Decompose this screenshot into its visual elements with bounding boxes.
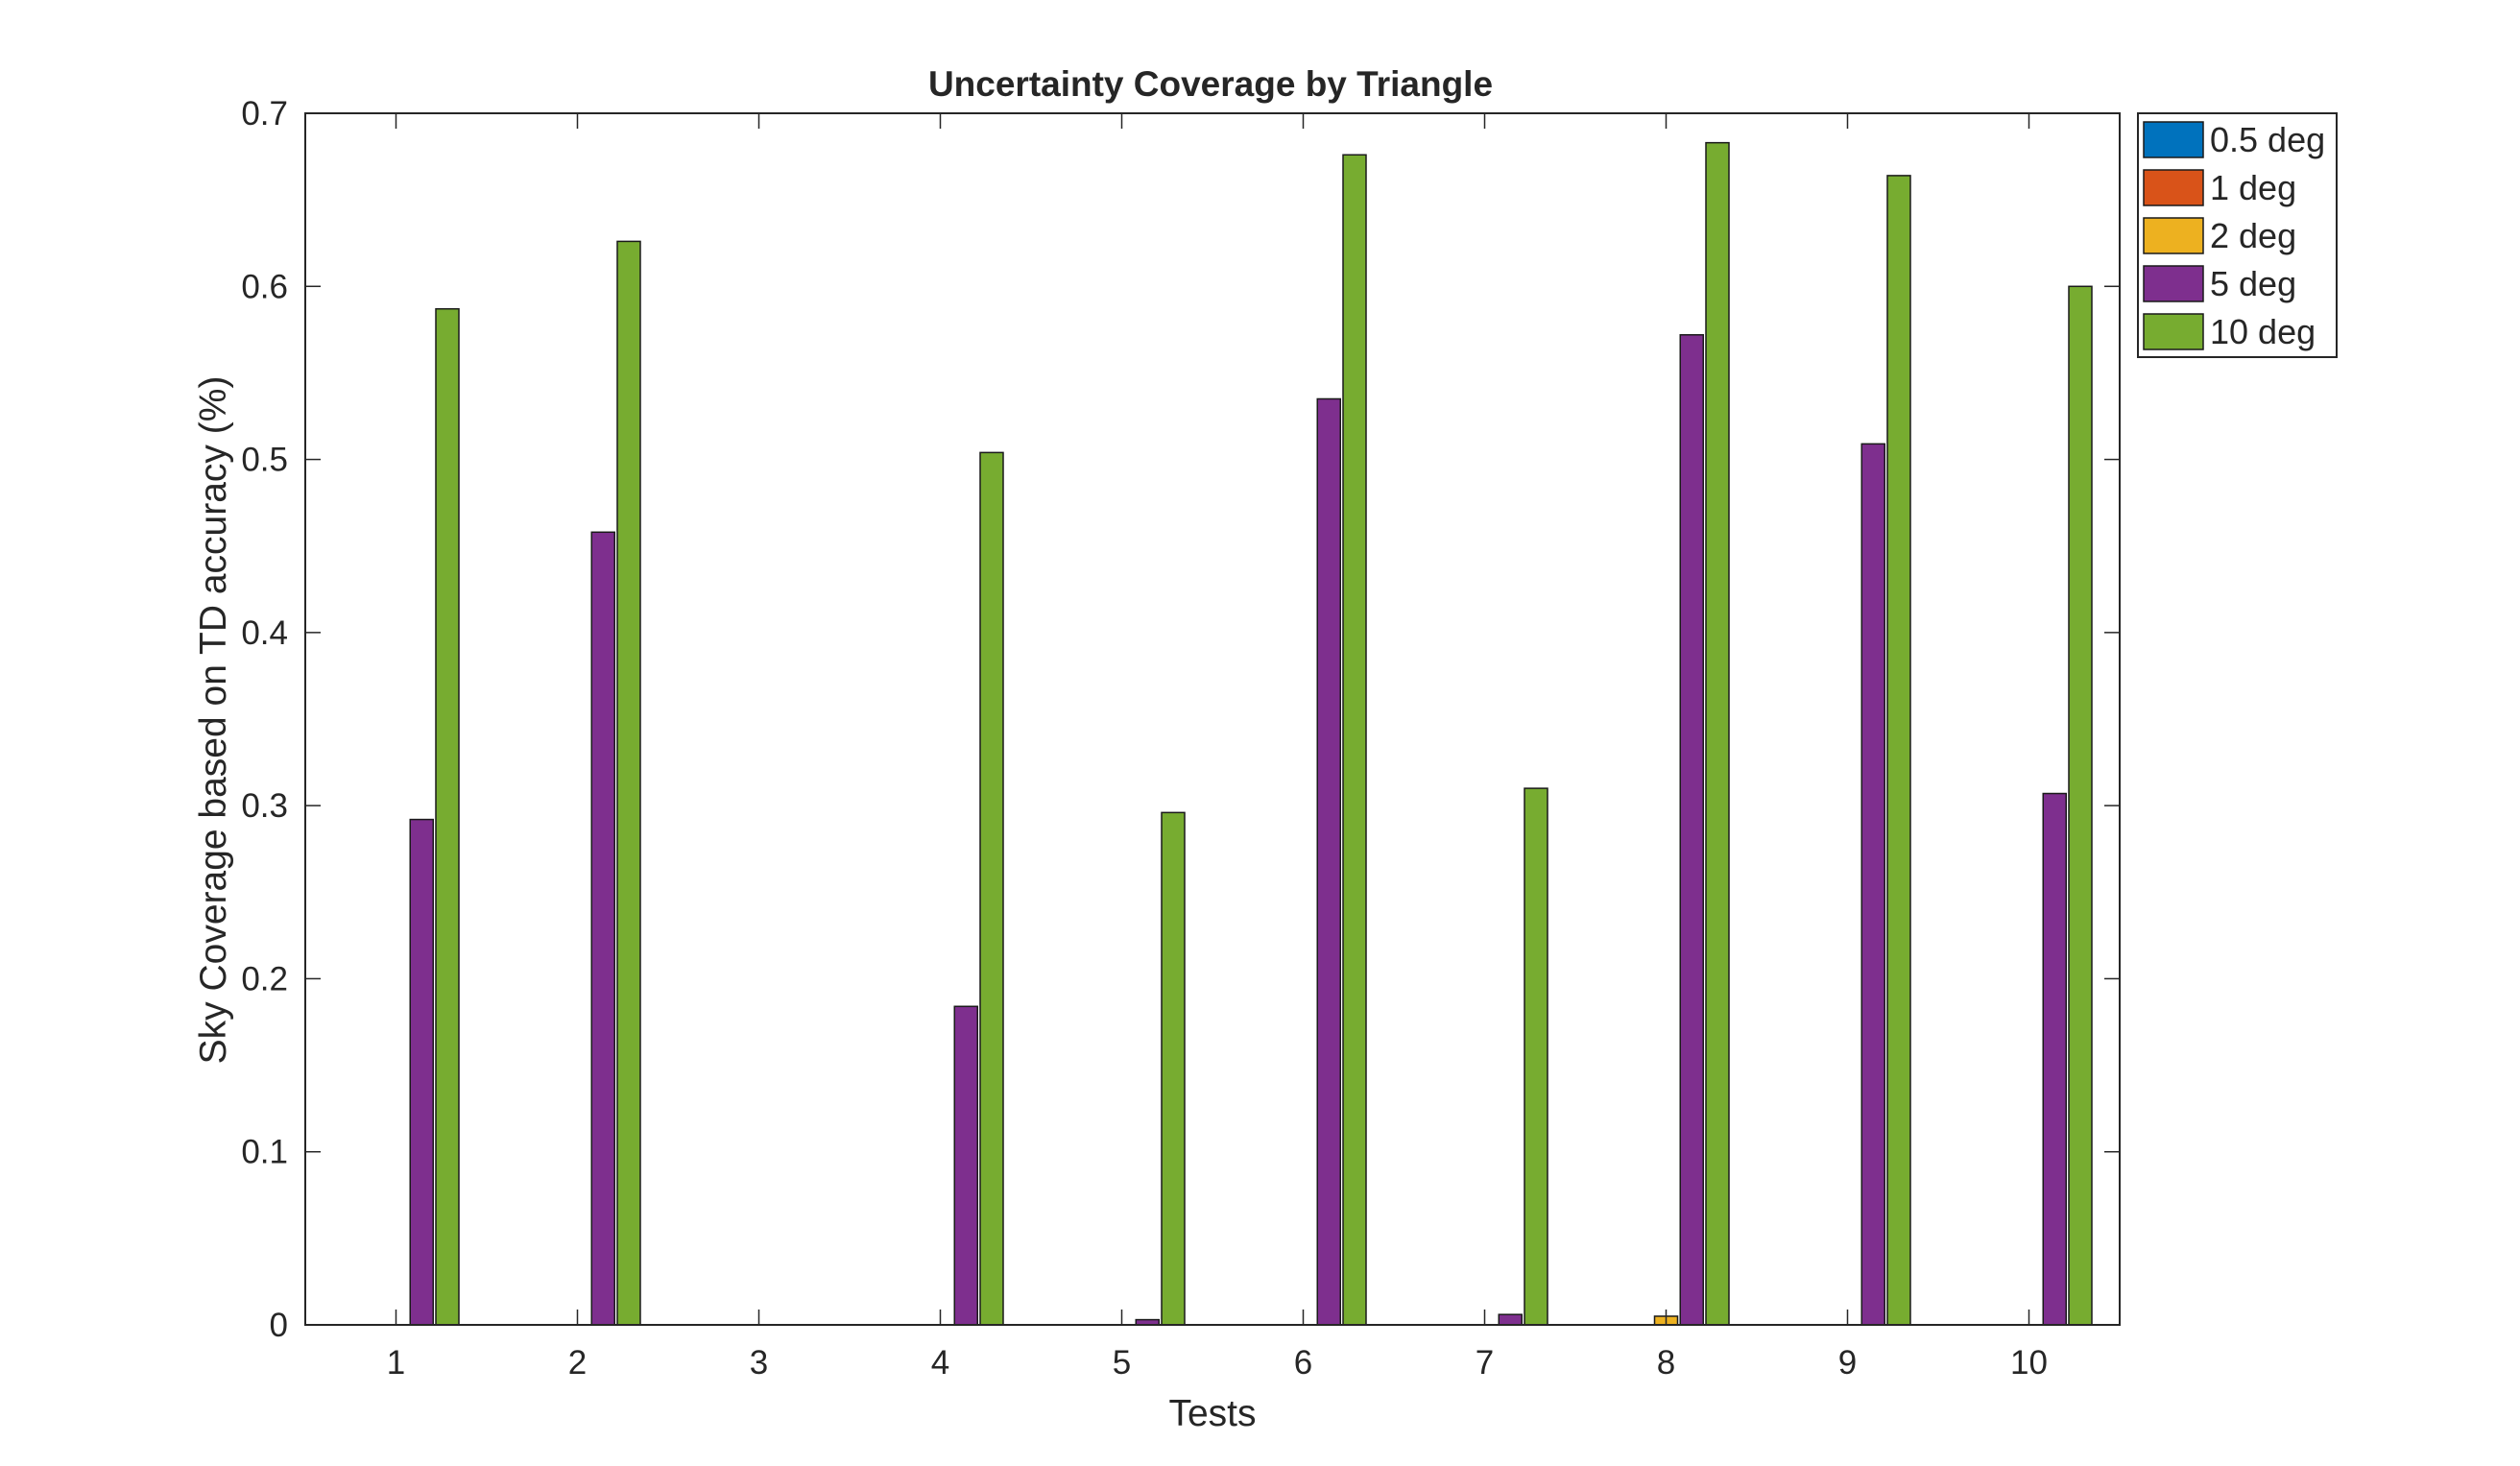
legend-label: 0.5 deg [2210,120,2325,159]
y-tick-label: 0.6 [241,268,288,305]
legend-label: 5 deg [2210,264,2296,303]
x-tick-label: 8 [1657,1344,1675,1382]
y-axis: 0 0.1 0.2 0.3 0.4 0.5 0.6 0.7 [241,95,2120,1344]
bar-5-deg-test-7 [1498,1313,1523,1326]
y-tick-label: 0.7 [241,95,288,132]
y-tick-label: 0.3 [241,787,288,825]
x-tick-label: 5 [1113,1344,1131,1382]
x-axis-label: Tests [1168,1393,1256,1434]
bar-10-deg-test-1 [435,307,460,1326]
legend-swatch [2143,265,2204,302]
bar-5-deg-test-1 [409,818,434,1326]
y-tick-label: 0.2 [241,960,288,997]
legend: 0.5 deg 1 deg 2 deg 5 deg 10 deg [2137,112,2338,358]
y-tick-label: 0.5 [241,442,288,479]
legend-swatch [2143,169,2204,206]
chart-title: Uncertainty Coverage by Triangle [928,64,1493,104]
bar-10-deg-test-7 [1524,787,1548,1326]
bar-10-deg-test-9 [1886,175,1911,1326]
plot-area-border [304,112,2121,1326]
legend-label: 2 deg [2210,216,2296,255]
bar-10-deg-test-8 [1705,141,1730,1326]
x-tick-label: 4 [931,1344,949,1382]
bar-5-deg-test-10 [2042,792,2067,1326]
y-tick-label: 0 [270,1307,288,1344]
legend-swatch [2143,217,2204,254]
bar-10-deg-test-10 [2068,285,2093,1326]
legend-label: 10 deg [2210,312,2316,351]
bar-10-deg-test-6 [1342,154,1367,1326]
bar-5-deg-test-2 [590,531,615,1326]
bar-5-deg-test-9 [1860,443,1885,1326]
bar-10-deg-test-2 [616,240,641,1326]
bars-group [409,141,2093,1326]
legend-label: 1 deg [2210,168,2296,207]
x-tick-label: 10 [2010,1344,2048,1382]
x-tick-label: 6 [1294,1344,1312,1382]
y-tick-label: 0.1 [241,1134,288,1171]
x-tick-label: 9 [1838,1344,1857,1382]
x-tick-label: 7 [1476,1344,1494,1382]
x-tick-label: 1 [387,1344,405,1382]
x-tick-label: 2 [568,1344,587,1382]
bar-5-deg-test-4 [953,1005,978,1326]
legend-swatch [2143,121,2204,158]
y-tick-label: 0.4 [241,614,288,652]
legend-swatch [2143,313,2204,350]
bar-5-deg-test-8 [1679,334,1704,1326]
bar-10-deg-test-5 [1161,811,1186,1326]
y-axis-label: Sky Coverage based on TD accuracy (%) [193,376,234,1065]
x-tick-label: 3 [750,1344,768,1382]
bar-10-deg-test-4 [979,451,1004,1326]
bar-5-deg-test-6 [1316,397,1341,1326]
x-axis: 1 2 3 4 5 6 7 8 9 10 [387,113,2048,1382]
